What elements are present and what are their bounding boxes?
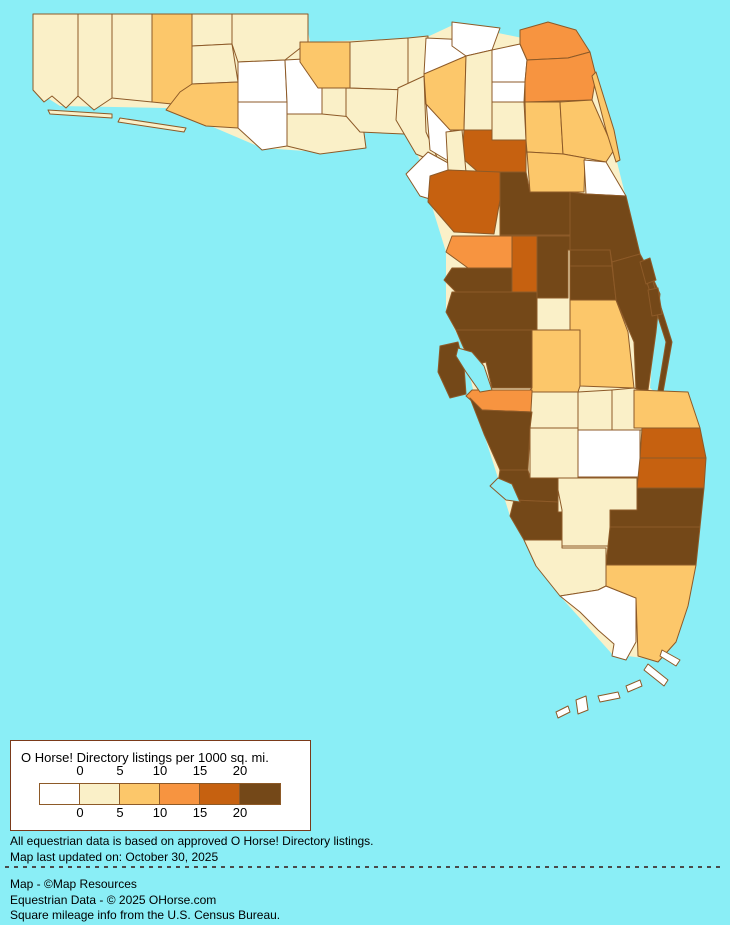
county-okaloosa bbox=[111, 13, 153, 103]
county-pasco bbox=[445, 291, 538, 331]
dashed-divider bbox=[5, 866, 725, 868]
legend-tick: 5 bbox=[116, 763, 124, 778]
county-atlantic-barrier bbox=[591, 71, 621, 163]
county-gadsden bbox=[299, 41, 351, 89]
county-monroe bbox=[559, 585, 637, 661]
legend-tick: 15 bbox=[192, 805, 208, 820]
legend-tick: 0 bbox=[76, 805, 84, 820]
county-collier bbox=[523, 539, 607, 597]
county-st-lucie bbox=[639, 427, 707, 459]
county-indian-river bbox=[633, 389, 701, 429]
legend-swatch-0 bbox=[40, 784, 80, 804]
county-gulf-barrier-islands bbox=[47, 109, 187, 133]
county-duval bbox=[524, 51, 597, 103]
county-upper-keys-barrier bbox=[643, 649, 681, 687]
county-highlands bbox=[577, 389, 613, 431]
county-miami-dade bbox=[605, 564, 697, 663]
mileage-credit: Square mileage info from the U.S. Census… bbox=[10, 908, 281, 922]
county-clay bbox=[524, 101, 564, 155]
county-sumter bbox=[511, 235, 538, 293]
county-lake bbox=[536, 235, 571, 299]
county-bradford bbox=[491, 101, 527, 141]
legend-swatch-5 bbox=[240, 784, 280, 804]
county-gulf bbox=[237, 101, 288, 151]
county-martin bbox=[636, 457, 707, 489]
water-tampa-bay bbox=[455, 347, 493, 393]
legend-swatch-4 bbox=[200, 784, 240, 804]
county-holmes bbox=[191, 13, 233, 47]
county-levy bbox=[427, 169, 501, 235]
county-desoto bbox=[529, 427, 579, 479]
last-updated-note: Map last updated on: October 30, 2025 bbox=[10, 850, 219, 864]
county-broward bbox=[605, 526, 701, 566]
county-escambia bbox=[32, 13, 79, 109]
county-franklin bbox=[286, 113, 367, 155]
county-putnam bbox=[526, 151, 586, 193]
map-credit: Map - ©Map Resources bbox=[10, 877, 137, 891]
legend-tick: 15 bbox=[192, 763, 208, 778]
county-polk bbox=[527, 329, 581, 393]
legend-tick: 10 bbox=[152, 763, 168, 778]
county-lee bbox=[509, 499, 563, 541]
county-sarasota bbox=[469, 397, 533, 471]
legend-scale-bottom: 0 5 10 15 20 bbox=[60, 805, 260, 820]
legend-title: O Horse! Directory listings per 1000 sq.… bbox=[21, 750, 269, 765]
legend-tick: 20 bbox=[232, 805, 248, 820]
county-glades bbox=[577, 429, 641, 478]
legend-swatch-2 bbox=[120, 784, 160, 804]
county-hernando bbox=[443, 267, 513, 293]
legend-swatch-3 bbox=[160, 784, 200, 804]
legend-swatch-1 bbox=[80, 784, 120, 804]
county-calhoun bbox=[237, 59, 288, 103]
water-charlotte-harbor bbox=[489, 477, 521, 503]
county-santa-rosa bbox=[77, 13, 113, 111]
legend-scale-top: 0 5 10 15 20 bbox=[60, 763, 260, 778]
legend-tick: 10 bbox=[152, 805, 168, 820]
county-columbia bbox=[463, 49, 493, 131]
county-hardee bbox=[529, 391, 579, 429]
county-merritt-island bbox=[639, 257, 663, 317]
data-credit: Equestrian Data - © 2025 OHorse.com bbox=[10, 893, 217, 907]
legend-tick: 5 bbox=[116, 805, 124, 820]
legend-box: O Horse! Directory listings per 1000 sq.… bbox=[10, 740, 311, 831]
legend-tick: 20 bbox=[232, 763, 248, 778]
county-monroe-keys bbox=[555, 679, 643, 719]
county-seminole bbox=[569, 249, 613, 267]
county-nassau bbox=[519, 21, 591, 61]
county-baker bbox=[491, 43, 528, 83]
legend-tick: 0 bbox=[76, 763, 84, 778]
county-gilchrist bbox=[445, 129, 467, 173]
county-suwannee bbox=[423, 55, 467, 131]
legend-color-ramp bbox=[39, 783, 281, 805]
county-orange bbox=[569, 265, 617, 301]
county-union bbox=[491, 81, 526, 103]
data-source-note: All equestrian data is based on approved… bbox=[10, 834, 374, 848]
county-washington bbox=[191, 43, 239, 85]
county-leon bbox=[349, 37, 409, 91]
